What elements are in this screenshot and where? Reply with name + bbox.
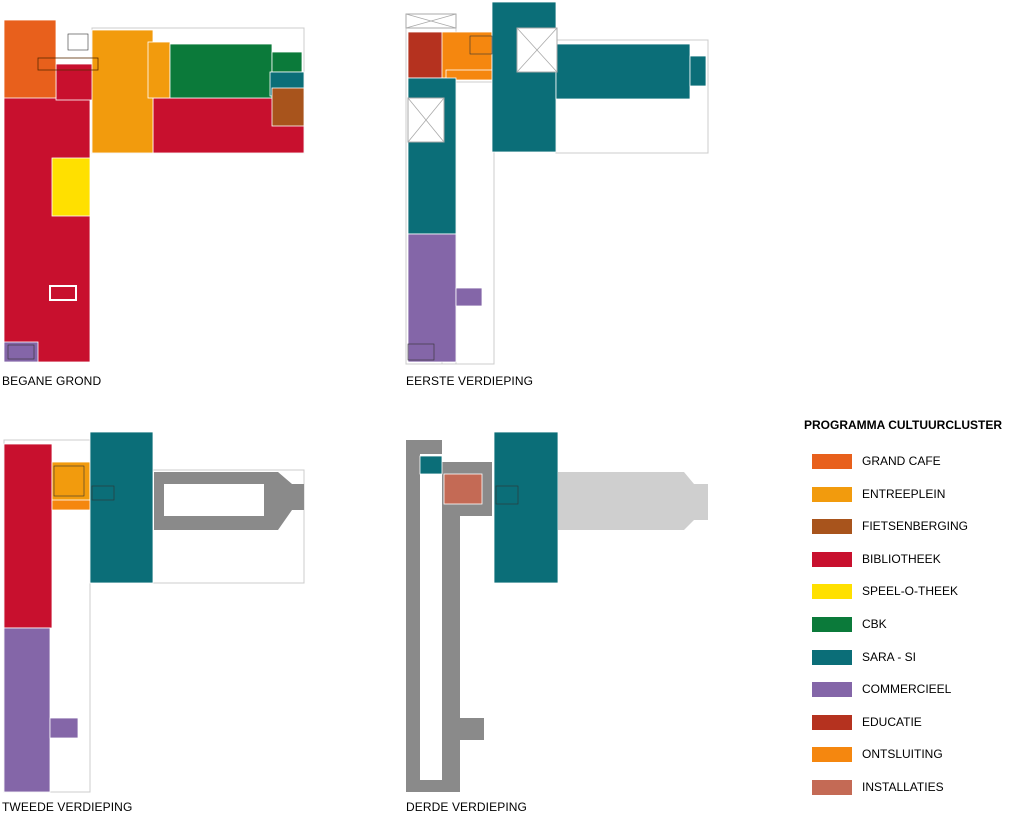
stair-detail-3 (49, 285, 77, 301)
legend-swatch (812, 682, 852, 698)
zone-bibliotheek (3, 443, 53, 629)
legend-swatch (812, 649, 852, 665)
floor-label-tweede-verdieping: TWEEDE VERDIEPING (2, 800, 133, 814)
zone-sara-si (493, 431, 559, 584)
legend-swatch (812, 779, 852, 795)
zone-speel-o-theek (51, 157, 91, 217)
roof-outline-east (558, 472, 708, 530)
roof-outline (154, 472, 304, 530)
zone-cbk-tail (271, 51, 303, 73)
legend-swatch (812, 747, 852, 763)
zone-sara-si-north (491, 1, 557, 153)
legend-item-speel-o-theek: SPEEL-O-THEEK (804, 584, 1018, 617)
zone-installaties (443, 473, 483, 505)
zone-sara-si (89, 431, 154, 584)
plan-begane-grond (3, 19, 305, 363)
zone-sara-si-small (419, 455, 443, 475)
legend-item-commercieel: COMMERCIEEL (804, 682, 1018, 715)
legend-title: PROGRAMMA CULTUURCLUSTER (804, 418, 1002, 432)
legend-item-entreeplein: ENTREEPLEIN (804, 486, 1018, 520)
roof-outline-west (406, 440, 492, 792)
zone-cbk (169, 43, 273, 99)
zone-commercieel-annex (455, 287, 483, 307)
zone-bibliotheek-center (55, 63, 97, 101)
legend-swatch (812, 551, 852, 567)
zone-bibliotheek-west (3, 95, 91, 363)
legend-item-cbk: CBK (804, 616, 1018, 650)
floor-label-derde-verdieping: DERDE VERDIEPING (406, 800, 527, 814)
floor-label-eerste-verdieping: EERSTE VERDIEPING (406, 374, 534, 388)
legend-item-educatie: EDUCATIE (804, 714, 1018, 748)
legend-item-bibliotheek: BIBLIOTHEEK (804, 551, 1018, 585)
legend-label: ENTREEPLEIN (862, 486, 946, 501)
zone-commercieel (3, 627, 51, 793)
legend-swatch (812, 714, 852, 730)
legend-label: CBK (862, 616, 887, 631)
legend-swatch (812, 616, 852, 632)
plan-tweede-verdieping (3, 431, 305, 793)
zone-commercieel (3, 341, 39, 363)
zone-educatie (407, 31, 445, 79)
zone-sara-si-east-end (689, 55, 707, 87)
zone-entreeplein-stair (147, 41, 171, 99)
legend-label: SPEEL-O-THEEK (862, 584, 959, 599)
legend-item-fietsenberging: FIETSENBERGING (804, 519, 1018, 552)
zone-entreeplein (91, 29, 154, 154)
legend-swatch (812, 486, 852, 502)
stair-detail (495, 485, 519, 505)
stair-detail-4 (7, 344, 35, 360)
legend-item-installaties: INSTALLATIES (804, 779, 1018, 813)
zone-commercieel-annex (49, 717, 79, 739)
legend-item-grand-cafe: GRAND CAFE (804, 454, 1018, 487)
plan-derde-verdieping (406, 431, 708, 792)
legend-label: BIBLIOTHEEK (862, 551, 941, 566)
legend-swatch (812, 519, 852, 535)
stair-detail-2 (67, 33, 89, 51)
legend-swatch (812, 454, 852, 469)
legend-label: SARA - SI (862, 649, 917, 664)
zone-fietsenberging (271, 87, 305, 127)
stair-detail-1 (37, 57, 99, 71)
legend-swatch (812, 584, 852, 600)
legend-label: INSTALLATIES (862, 779, 944, 794)
legend-label: GRAND CAFE (862, 454, 941, 468)
zone-entreeplein (51, 461, 91, 503)
legend-label: ONTSLUITING (862, 747, 943, 762)
floor-label-begane-grond: BEGANE GROND (2, 374, 102, 388)
stair-detail (53, 465, 85, 497)
legend-label: EDUCATIE (862, 714, 922, 729)
stair-detail-2 (91, 485, 115, 501)
stair-detail (469, 35, 493, 55)
legend-item-sara-si: SARA - SI (804, 649, 1018, 683)
legend: PROGRAMMA CULTUURCLUSTER GRAND CAFE ENTR… (804, 418, 1018, 813)
zone-commercieel (407, 233, 457, 363)
legend-label: FIETSENBERGING (862, 519, 969, 534)
legend-item-ontsluiting: ONTSLUITING (804, 747, 1018, 780)
plan-eerste-verdieping (405, 1, 709, 365)
zone-sara-si-east (555, 43, 691, 100)
stair-detail-2 (407, 343, 435, 361)
legend-label: COMMERCIEEL (862, 682, 952, 697)
zone-grand-cafe (3, 19, 57, 99)
